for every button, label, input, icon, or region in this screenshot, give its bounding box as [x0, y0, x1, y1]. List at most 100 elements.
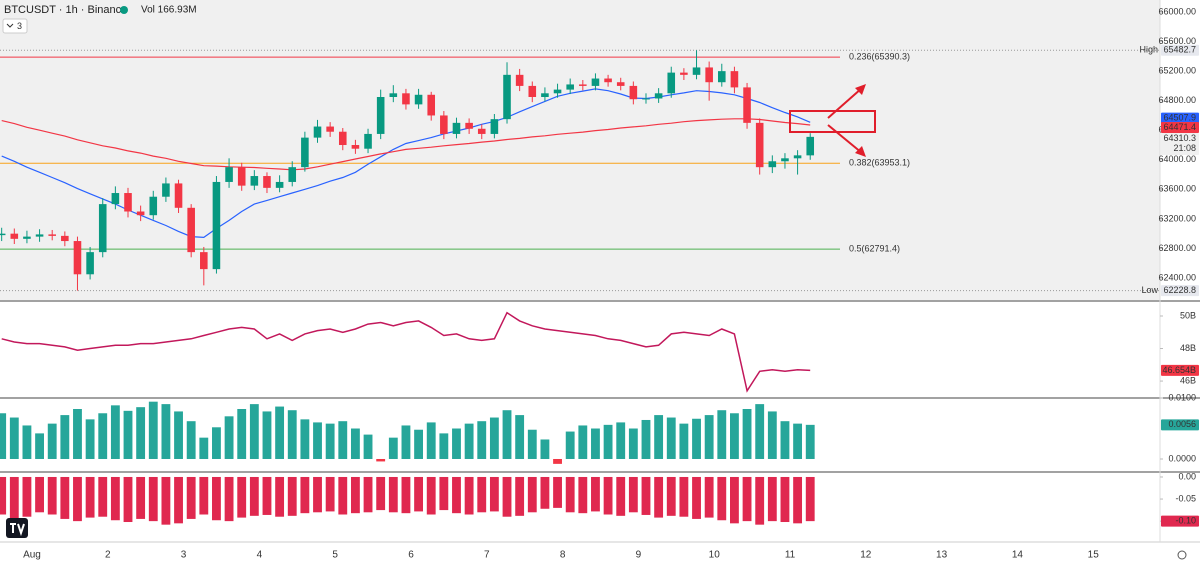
price-tag-value: -0.10: [1175, 516, 1196, 526]
price-tag-label: Low: [1141, 285, 1158, 295]
histogram-bar: [641, 476, 651, 515]
histogram-bar: [123, 410, 133, 459]
candle-body: [225, 167, 233, 182]
histogram-bar: [767, 411, 777, 459]
y-tick-label: 62400.00: [1158, 272, 1196, 282]
candle-body: [187, 207, 195, 253]
histogram-bar: [224, 416, 234, 459]
x-tick-label: 12: [860, 550, 872, 561]
histogram-bar: [793, 423, 803, 459]
histogram-bar: [717, 410, 727, 459]
y-tick-label: 0.0100: [1168, 392, 1196, 402]
histogram-bar: [186, 421, 196, 459]
histogram-bar: [464, 423, 474, 459]
histogram-bar: [780, 421, 790, 459]
histogram-bar: [502, 476, 512, 517]
histogram-bar: [199, 476, 209, 515]
candle-body: [414, 94, 423, 105]
histogram-bar: [363, 476, 373, 513]
histogram-bar: [313, 422, 322, 459]
candle-body: [793, 155, 802, 159]
price-tag-value: 64310.3: [1163, 133, 1196, 143]
y-tick-label: 65600.00: [1158, 36, 1196, 46]
histogram-bar: [502, 410, 512, 459]
histogram-bar: [578, 425, 588, 459]
histogram-bar: [174, 411, 183, 459]
price-tag-value: 65482.7: [1163, 45, 1196, 55]
indicators-toggle[interactable]: [2, 18, 28, 34]
histogram-bar: [805, 476, 815, 522]
histogram-bar: [414, 476, 424, 512]
candle-body: [553, 89, 562, 94]
candle-body: [61, 235, 69, 242]
histogram-bar: [414, 429, 424, 459]
candle-body: [541, 93, 549, 97]
candle-body: [212, 181, 221, 270]
histogram-bar: [350, 428, 360, 459]
histogram-bar: [376, 458, 386, 462]
histogram-bar: [767, 476, 777, 522]
histogram-bar: [300, 476, 310, 514]
histogram-bar: [704, 415, 714, 459]
x-tick-label: 4: [257, 550, 263, 561]
y-tick-label: 48B: [1180, 343, 1196, 353]
candle-body: [616, 82, 625, 86]
candle-body: [515, 74, 524, 86]
histogram-bar: [60, 476, 70, 519]
candle-body: [768, 161, 777, 168]
histogram-bar: [85, 476, 95, 518]
fib-label: 0.236(65390.3): [849, 51, 910, 61]
arrow-head: [855, 84, 866, 95]
histogram-bar: [161, 476, 171, 525]
candle-body: [263, 176, 271, 188]
price-tag-value: 62228.8: [1163, 285, 1196, 295]
histogram-bar: [9, 417, 19, 459]
histogram-bar: [0, 476, 7, 515]
candle-body: [149, 196, 158, 216]
candle-body: [629, 85, 638, 100]
y-tick-label: 64000.00: [1158, 154, 1196, 164]
candle-body: [136, 211, 145, 216]
histogram-bar: [591, 428, 600, 459]
histogram-bar: [73, 408, 82, 459]
histogram-bar: [628, 476, 638, 513]
annotation-arrow: [827, 87, 863, 119]
histogram-bar: [452, 476, 461, 514]
price-tag: [1161, 112, 1199, 124]
histogram-bar: [540, 439, 550, 459]
moving-average: [1, 88, 811, 239]
candle-body: [124, 193, 132, 212]
histogram-bar: [237, 408, 247, 459]
histogram-bar: [110, 476, 120, 521]
histogram-bar: [780, 476, 790, 523]
candle-body: [288, 167, 297, 182]
settings-icon[interactable]: [1177, 550, 1187, 560]
histogram-bar: [9, 476, 19, 519]
histogram-bar: [73, 476, 82, 522]
candle-body: [376, 96, 385, 134]
candle-body: [427, 94, 436, 116]
candle-body: [654, 93, 663, 99]
candle-body: [730, 71, 739, 88]
annotation-arrow: [827, 124, 863, 154]
candle-body: [364, 133, 372, 149]
histogram-bar: [47, 476, 57, 515]
histogram-bar: [477, 476, 487, 513]
histogram-bar: [742, 476, 752, 522]
histogram-bar: [489, 476, 499, 512]
y-tick-label: 66000.00: [1158, 6, 1196, 16]
price-tag: [1161, 515, 1199, 527]
x-tick-label: 5: [332, 550, 338, 561]
histogram-bar: [616, 422, 626, 459]
x-tick-label: 15: [1088, 550, 1100, 561]
y-tick-label: 46B: [1180, 375, 1196, 385]
histogram-bar: [237, 476, 247, 518]
candle-body: [402, 93, 410, 105]
histogram-bar: [515, 476, 525, 516]
x-tick-label: 10: [709, 550, 721, 561]
chevron: [6, 23, 14, 28]
histogram-bar: [730, 476, 739, 524]
x-tick-label: 11: [785, 550, 796, 561]
